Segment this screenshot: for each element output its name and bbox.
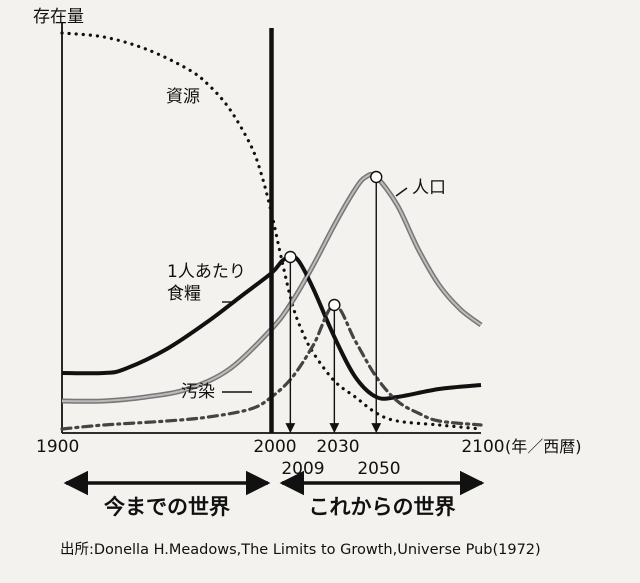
peak-point — [370, 170, 383, 184]
future-era-label: これからの世界 — [309, 495, 456, 519]
pollution-label: 汚染 — [181, 382, 215, 402]
population-label: 人口 — [412, 178, 446, 198]
resource-label: 資源 — [166, 87, 200, 107]
source-note: 出所:Donella H.Meadows,The Limits to Growt… — [60, 541, 541, 558]
x-tick-2009: 2009 — [281, 459, 324, 479]
x-tick-2050: 2050 — [357, 459, 400, 479]
past-era-label: 今までの世界 — [104, 495, 230, 519]
population-leader — [395, 187, 408, 197]
peak-point — [284, 250, 297, 264]
x-tick-2000: 2000 — [253, 437, 296, 457]
food-label-line1: 1人あたり — [167, 262, 246, 282]
peak-point — [328, 298, 341, 312]
series-line-population-inner — [61, 173, 482, 403]
y-axis-label: 存在量 — [33, 7, 84, 27]
x-tick-2030: 2030 — [316, 437, 359, 457]
x-tick-2100: 2100 — [461, 437, 504, 457]
x-tick-1900: 1900 — [36, 437, 79, 457]
x-axis-unit: (年／西暦) — [505, 437, 582, 456]
series-line-pollution — [60, 303, 483, 431]
food-label-line2: 食糧 — [167, 284, 201, 304]
